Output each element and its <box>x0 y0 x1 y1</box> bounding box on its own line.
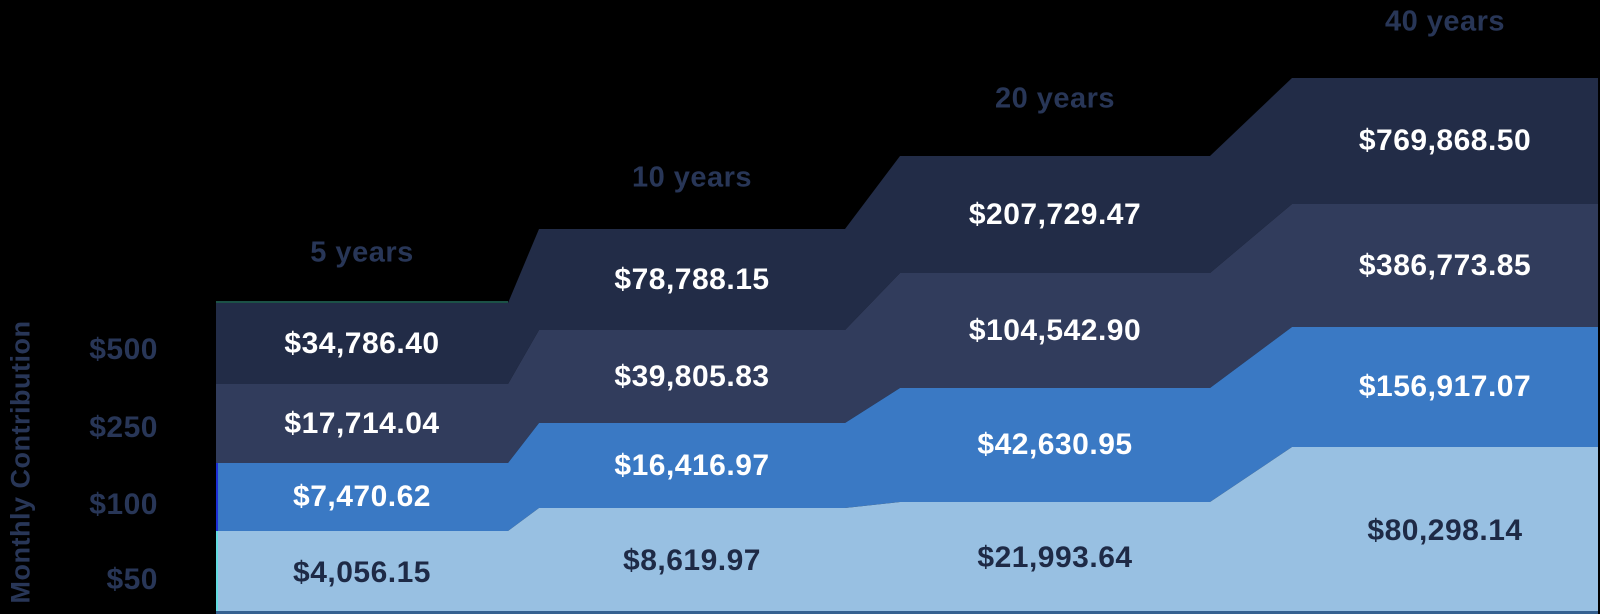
value-label: $42,630.95 <box>977 428 1133 461</box>
value-label: $386,773.85 <box>1358 248 1532 282</box>
value-label: $16,416.97 <box>614 448 770 482</box>
value-label: $39,805.83 <box>614 359 770 393</box>
column-title-10-years: 10 years <box>631 161 753 194</box>
column-title-40-years: 40 years <box>1384 5 1506 38</box>
band-100-monthly <box>216 327 1598 531</box>
row-label-250: $250 <box>89 411 158 444</box>
band-50-monthly <box>216 447 1598 614</box>
value-label: $34,786.40 <box>284 326 440 360</box>
column-title-5-years: 5 years <box>310 236 414 269</box>
column-title-20-years: 20 years <box>994 82 1116 115</box>
value-label: $207,729.47 <box>968 197 1142 231</box>
row-label-500: $500 <box>89 333 158 366</box>
band-500-monthly <box>216 78 1598 384</box>
value-label: $4,056.15 <box>293 555 431 589</box>
value-label: $7,470.62 <box>293 480 431 513</box>
value-label: $80,298.14 <box>1367 513 1523 547</box>
value-label: $8,619.97 <box>623 544 761 577</box>
row-label-50: $50 <box>106 563 158 596</box>
value-label: $104,542.90 <box>968 313 1142 347</box>
value-label: $78,788.15 <box>614 262 770 296</box>
bottom-edge-strip <box>216 611 1598 614</box>
value-label: $769,868.50 <box>1358 124 1532 157</box>
band-250-monthly <box>216 204 1598 463</box>
value-label: $21,993.64 <box>977 541 1133 574</box>
value-label: $17,714.04 <box>284 406 440 440</box>
value-label: $156,917.07 <box>1358 370 1532 403</box>
row-label-100: $100 <box>89 488 158 521</box>
y-axis-title: Monthly Contribution <box>5 320 36 604</box>
